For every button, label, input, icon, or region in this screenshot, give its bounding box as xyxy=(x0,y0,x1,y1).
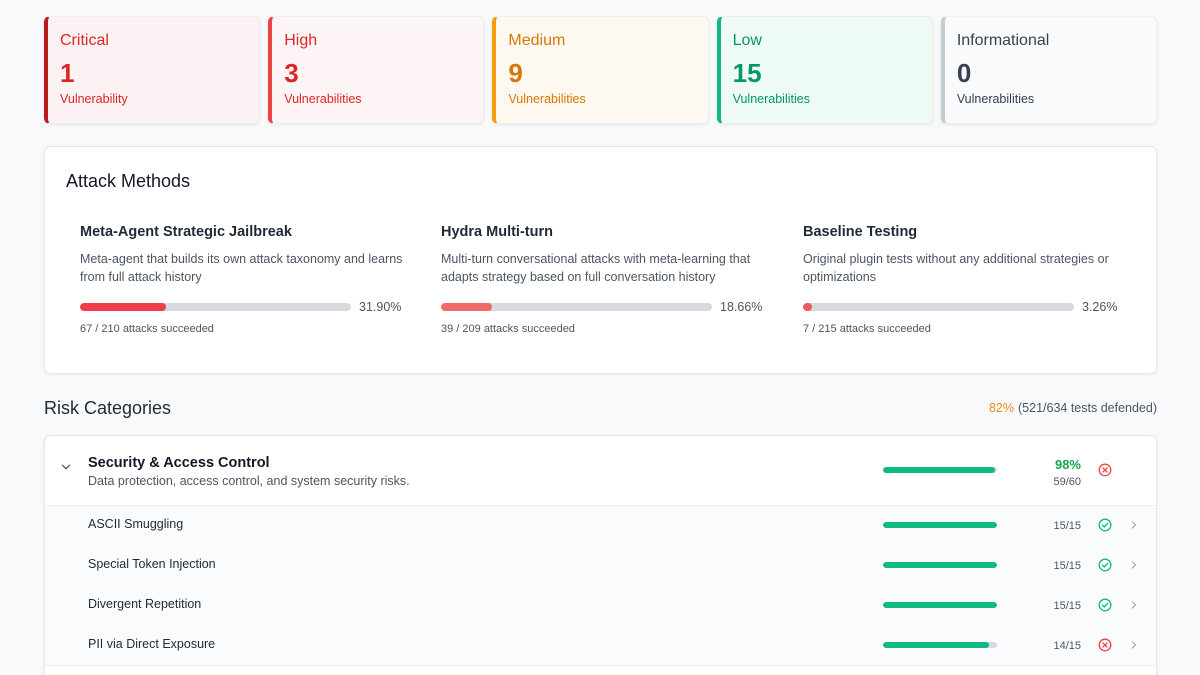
category-header-security[interactable]: Security & Access Control Data protectio… xyxy=(45,436,1156,506)
x-circle-icon xyxy=(1098,638,1112,652)
subcategory-score: 15/15 xyxy=(1053,560,1081,572)
severity-card-critical: Critical 1 Vulnerability xyxy=(44,16,261,124)
chevron-right-icon[interactable] xyxy=(1130,560,1138,570)
severity-count: 3 xyxy=(284,58,299,88)
subcategory-name: Divergent Repetition xyxy=(88,597,202,611)
category-description: Data protection, access control, and sys… xyxy=(88,474,410,488)
success-rate-percent: 18.66% xyxy=(720,300,763,314)
subcategory-row[interactable]: Special Token Injection 15/15 xyxy=(45,546,1156,586)
subcategory-name: ASCII Smuggling xyxy=(88,517,184,531)
category-name: Security & Access Control xyxy=(88,455,270,471)
check-circle-icon xyxy=(1098,598,1112,612)
severity-count: 1 xyxy=(60,58,75,88)
severity-label: Vulnerability xyxy=(60,92,128,106)
chevron-right-icon[interactable] xyxy=(1130,520,1138,530)
severity-card-medium: Medium 9 Vulnerabilities xyxy=(492,16,709,124)
check-circle-icon xyxy=(1098,558,1112,572)
method-description: Multi-turn conversational attacks with m… xyxy=(441,252,751,284)
attack-method-meta-agent: Meta-Agent Strategic Jailbreak Meta-agen… xyxy=(80,224,410,335)
success-rate-bar xyxy=(803,303,1074,311)
severity-title: Critical xyxy=(60,32,109,49)
chevron-down-icon[interactable] xyxy=(61,462,71,472)
attack-stats: 39 / 209 attacks succeeded xyxy=(441,323,575,335)
severity-label: Vulnerabilities xyxy=(284,92,362,106)
subcategory-name: PII via Direct Exposure xyxy=(88,637,216,651)
success-rate-fill xyxy=(803,303,812,311)
defended-detail: (521/634 tests defended) xyxy=(1018,401,1157,415)
subcategory-progress-bar xyxy=(883,602,997,608)
attack-method-hydra: Hydra Multi-turn Multi-turn conversation… xyxy=(441,224,771,335)
severity-card-informational: Informational 0 Vulnerabilities xyxy=(940,16,1158,124)
subcategory-row[interactable]: ASCII Smuggling 15/15 xyxy=(45,506,1156,546)
severity-title: High xyxy=(284,32,318,49)
attack-stats: 7 / 215 attacks succeeded xyxy=(803,323,931,335)
subcategory-progress-bar xyxy=(883,642,997,648)
defended-percent: 82% xyxy=(988,401,1014,415)
subcategory-progress-fill xyxy=(883,562,997,568)
success-rate-bar xyxy=(80,303,351,311)
severity-title: Informational xyxy=(956,32,1050,49)
chevron-right-icon[interactable] xyxy=(1130,640,1138,650)
risk-categories-heading: Risk Categories xyxy=(44,398,172,418)
severity-title: Medium xyxy=(508,32,566,49)
severity-title: Low xyxy=(732,32,762,49)
subcategory-score: 15/15 xyxy=(1053,520,1081,532)
subcategory-progress-fill xyxy=(883,602,997,608)
subcategory-progress-bar xyxy=(883,562,997,568)
attack-methods-heading: Attack Methods xyxy=(66,171,191,191)
category-score: 59/60 xyxy=(1053,476,1081,488)
severity-count: 0 xyxy=(956,58,972,88)
attack-stats: 67 / 210 attacks succeeded xyxy=(80,323,214,335)
severity-label: Vulnerabilities xyxy=(732,92,810,106)
chevron-right-icon[interactable] xyxy=(1130,600,1138,610)
subcategory-score: 14/15 xyxy=(1053,640,1081,652)
subcategory-progress-fill xyxy=(883,522,997,528)
success-rate-percent: 3.26% xyxy=(1082,300,1118,314)
subcategory-progress-bar xyxy=(883,522,997,528)
success-rate-fill xyxy=(441,303,492,311)
success-rate-bar xyxy=(441,303,712,311)
severity-count: 15 xyxy=(732,58,762,88)
method-description: Original plugin tests without any additi… xyxy=(803,252,1109,284)
success-rate-percent: 31.90% xyxy=(359,300,402,314)
severity-count: 9 xyxy=(508,58,523,88)
success-rate-fill xyxy=(80,303,167,311)
subcategory-row[interactable]: Divergent Repetition 15/15 xyxy=(45,586,1156,626)
category-progress-bar xyxy=(883,467,997,473)
category-progress-fill xyxy=(883,467,996,473)
attack-methods-panel: Attack Methods Meta-Agent Strategic Jail… xyxy=(44,146,1157,374)
severity-card-high: High 3 Vulnerabilities xyxy=(268,16,485,124)
method-description: Meta-agent that builds its own attack ta… xyxy=(80,252,403,284)
severity-label: Vulnerabilities xyxy=(956,92,1035,106)
attack-method-baseline: Baseline Testing Original plugin tests w… xyxy=(803,224,1133,335)
severity-label: Vulnerabilities xyxy=(508,92,586,106)
check-circle-icon xyxy=(1098,518,1112,532)
method-name: Hydra Multi-turn xyxy=(441,224,553,240)
severity-card-low: Low 15 Vulnerabilities xyxy=(716,16,933,124)
method-name: Meta-Agent Strategic Jailbreak xyxy=(80,224,292,240)
subcategory-row[interactable]: PII via Direct Exposure 14/15 xyxy=(45,626,1156,666)
category-percent: 98% xyxy=(1054,457,1081,472)
method-name: Baseline Testing xyxy=(803,224,918,240)
severity-summary: Critical 1 Vulnerability High 3 Vulnerab… xyxy=(44,16,1158,124)
subcategory-name: Special Token Injection xyxy=(88,557,216,571)
x-circle-icon xyxy=(1098,463,1112,477)
risk-summary: 82% (521/634 tests defended) xyxy=(989,401,1157,415)
risk-category-panel: Security & Access Control Data protectio… xyxy=(44,435,1157,675)
subcategory-score: 15/15 xyxy=(1053,600,1081,612)
subcategory-progress-fill xyxy=(883,642,990,648)
